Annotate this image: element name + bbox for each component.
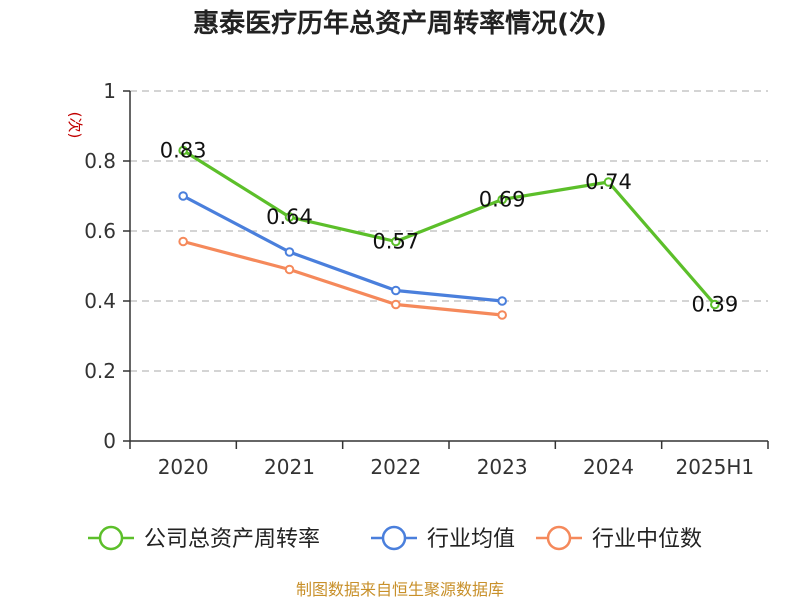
series-lines (178, 145, 720, 320)
data-label: 0.74 (585, 170, 632, 194)
series-2 (178, 236, 507, 320)
data-label: 0.83 (160, 139, 207, 163)
y-tick-label: 0.2 (84, 359, 116, 383)
legend-label: 公司总资产周转率 (144, 527, 320, 552)
y-axis-label: (次) (66, 112, 84, 139)
series-0 (178, 145, 720, 310)
legend-item-1: 行业均值 (371, 525, 515, 552)
y-tick-label: 0.4 (84, 289, 116, 313)
legend-marker (381, 525, 407, 551)
grid-lines (130, 90, 768, 372)
data-labels: 0.83 0.64 0.57 0.69 0.74 0.39 (160, 139, 738, 317)
data-point (391, 236, 401, 247)
axes: 0 0.2 0.4 0.6 0.8 1 2020 2021 2022 2023 2024 2025H1 (84, 79, 769, 479)
data-point (497, 296, 507, 306)
data-point (284, 212, 295, 222)
x-tick-label: 2022 (370, 455, 421, 479)
legend-label: 行业中位数 (592, 527, 702, 552)
data-point (391, 299, 401, 310)
data-point (178, 236, 188, 247)
chart-title: 惠泰医疗历年总资产周转率情况(次) (193, 8, 607, 39)
legend: 公司总资产周转率 行业均值 行业中位数 (88, 525, 702, 552)
y-tick-label: 1 (103, 79, 116, 103)
data-label: 0.69 (479, 188, 526, 212)
data-label: 0.64 (266, 205, 313, 229)
series-1 (178, 191, 507, 306)
legend-item-0: 公司总资产周转率 (88, 525, 320, 552)
legend-item-2: 行业中位数 (536, 525, 702, 552)
y-tick-label: 0.6 (84, 219, 116, 243)
data-point (710, 299, 720, 310)
data-point (603, 177, 614, 187)
x-tick-label: 2024 (583, 455, 634, 479)
legend-marker (98, 525, 124, 551)
legend-marker (546, 525, 572, 551)
y-tick-label: 0.8 (84, 149, 116, 173)
data-label: 0.57 (372, 230, 419, 254)
data-point (178, 145, 188, 156)
data-point (284, 264, 295, 275)
data-point (284, 247, 295, 257)
x-tick-label: 2020 (158, 455, 209, 479)
y-tick-label: 0 (103, 429, 116, 453)
legend-label: 行业均值 (427, 527, 515, 552)
data-label: 0.39 (691, 293, 738, 317)
data-point (497, 310, 507, 320)
x-tick-label: 2025H1 (675, 455, 754, 479)
data-point (178, 191, 188, 201)
data-point (497, 194, 507, 205)
series-line (182, 239, 503, 317)
x-tick-label: 2023 (477, 455, 528, 479)
series-line (182, 149, 717, 306)
x-tick-label: 2021 (264, 455, 315, 479)
series-line (182, 194, 503, 303)
source-note: 制图数据来自恒生聚源数据库 (296, 580, 504, 599)
data-point (391, 285, 401, 296)
